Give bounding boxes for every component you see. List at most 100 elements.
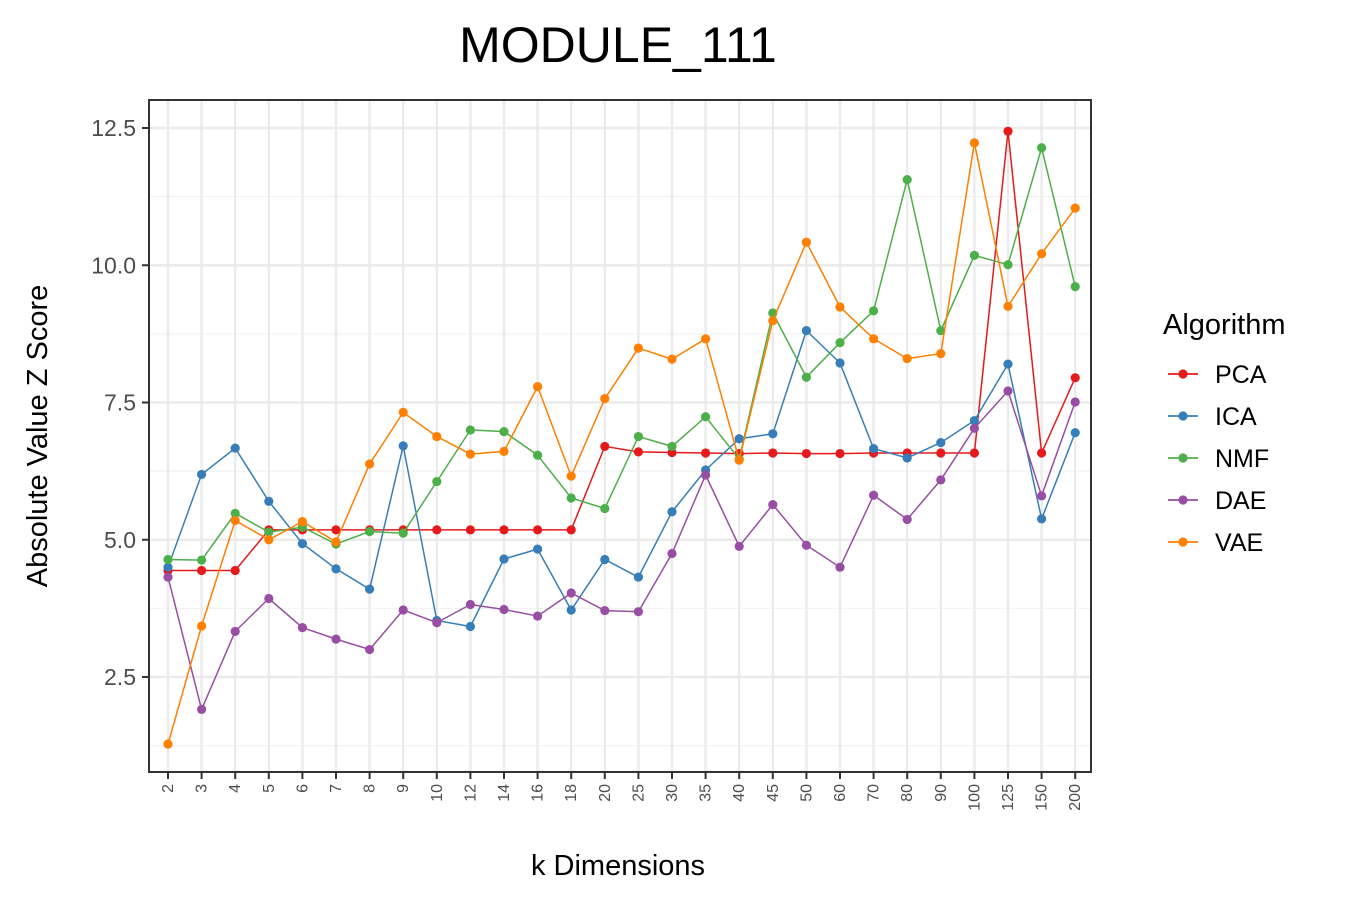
- point-vae-25: [633, 343, 644, 353]
- x-tick-label-21: 70: [866, 784, 883, 802]
- legend-key-dot-vae: [1178, 537, 1188, 547]
- point-ica-7: [331, 564, 341, 574]
- point-ica-200: [1070, 428, 1080, 438]
- point-ica-5: [264, 496, 274, 506]
- point-nmf-70: [869, 306, 879, 316]
- series-line-ica: [167, 329, 1076, 628]
- point-vae-7: [331, 537, 341, 547]
- point-ica-9: [398, 441, 408, 451]
- point-vae-9: [398, 407, 408, 417]
- point-vae-5: [264, 535, 274, 545]
- point-nmf-18: [566, 493, 576, 503]
- point-vae-90: [936, 349, 946, 359]
- x-tick-label-7: 9: [395, 784, 412, 793]
- point-nmf-60: [835, 338, 845, 348]
- point-ica-90: [936, 437, 946, 448]
- point-ica-3: [197, 469, 207, 480]
- point-nmf-10: [432, 476, 442, 487]
- x-axis: 2 3 4 5 6 7 8 9 10 12 14 16 18 20 25 30 35 40 45 50 60 70 80 90…: [160, 772, 1084, 811]
- point-pca-4: [230, 565, 240, 576]
- point-dae-12: [465, 599, 475, 610]
- y-tick-label-3: 10.0: [91, 252, 136, 278]
- point-vae-70: [869, 334, 879, 344]
- point-dae-3: [197, 704, 207, 714]
- point-ica-60: [835, 358, 845, 368]
- legend-key-dot-pca: [1178, 369, 1188, 379]
- point-ica-40: [734, 434, 744, 444]
- point-ica-8: [365, 584, 375, 594]
- point-dae-14: [499, 604, 509, 615]
- point-ica-2: [163, 562, 173, 572]
- point-nmf-2: [163, 554, 173, 565]
- point-dae-6: [297, 622, 307, 633]
- legend: Algorithm PCA ICA NMF DAE VAE: [1163, 309, 1286, 557]
- point-nmf-12: [465, 425, 475, 435]
- point-dae-25: [633, 607, 644, 617]
- point-ica-100: [969, 416, 980, 426]
- series-layer: [163, 126, 1080, 749]
- point-pca-200: [1070, 373, 1080, 383]
- point-ica-12: [465, 621, 475, 632]
- x-tick-label-5: 7: [328, 784, 345, 793]
- point-ica-80: [902, 453, 912, 463]
- panel-border: [148, 99, 1092, 773]
- y-tick-label-0: 2.5: [104, 664, 136, 690]
- point-ica-18: [566, 605, 576, 615]
- x-tick-label-23: 90: [933, 784, 950, 802]
- point-vae-3: [197, 621, 207, 631]
- legend-key-dot-ica: [1178, 411, 1188, 421]
- legend-label-vae: VAE: [1215, 529, 1263, 557]
- series-line-nmf: [167, 144, 1076, 561]
- point-dae-5: [264, 593, 274, 604]
- point-nmf-90: [936, 325, 946, 336]
- point-vae-50: [801, 237, 812, 247]
- point-dae-150: [1037, 491, 1047, 501]
- point-nmf-4: [230, 508, 240, 518]
- point-dae-10: [432, 618, 442, 628]
- y-axis: 2.5 5.0 7.5 10.0 12.5: [91, 115, 149, 690]
- point-dae-125: [1003, 386, 1013, 396]
- series-ica: [163, 325, 1080, 632]
- point-vae-10: [432, 431, 442, 442]
- point-nmf-100: [969, 250, 980, 260]
- x-tick-label-6: 8: [362, 784, 379, 793]
- point-dae-60: [835, 562, 845, 572]
- legend-label-nmf: NMF: [1215, 445, 1269, 473]
- x-tick-label-14: 25: [630, 784, 647, 802]
- chart-title: MODULE_111: [459, 17, 777, 73]
- point-pca-10: [432, 525, 442, 535]
- point-pca-7: [331, 525, 341, 535]
- point-vae-80: [902, 353, 912, 364]
- x-tick-label-9: 12: [462, 784, 479, 802]
- point-pca-12: [465, 525, 475, 535]
- point-nmf-3: [197, 555, 207, 565]
- y-axis-title: Absolute Value Z Score: [22, 285, 54, 588]
- legend-label-pca: PCA: [1215, 361, 1267, 389]
- point-ica-30: [667, 507, 677, 517]
- series-vae: [163, 138, 1080, 749]
- series-line-dae: [167, 389, 1076, 712]
- point-dae-18: [566, 588, 576, 598]
- point-vae-35: [701, 334, 711, 344]
- point-dae-8: [365, 644, 375, 655]
- point-dae-45: [768, 500, 778, 510]
- series-line-vae: [167, 142, 1076, 745]
- point-vae-150: [1037, 249, 1047, 259]
- point-nmf-125: [1003, 260, 1013, 270]
- point-ica-6: [297, 538, 307, 549]
- point-ica-125: [1003, 359, 1013, 369]
- point-ica-25: [633, 572, 644, 582]
- point-pca-100: [969, 448, 980, 458]
- legend-key-dot-nmf: [1178, 453, 1188, 463]
- point-pca-50: [801, 448, 812, 459]
- legend-title: Algorithm: [1163, 309, 1286, 341]
- point-nmf-16: [533, 450, 543, 460]
- point-dae-40: [734, 541, 744, 551]
- point-pca-90: [936, 448, 946, 458]
- point-pca-3: [197, 565, 207, 576]
- x-tick-label-16: 35: [698, 784, 715, 802]
- y-tick-label-1: 5.0: [104, 527, 136, 553]
- point-pca-20: [600, 441, 610, 452]
- point-nmf-80: [902, 175, 912, 185]
- point-vae-200: [1070, 203, 1080, 213]
